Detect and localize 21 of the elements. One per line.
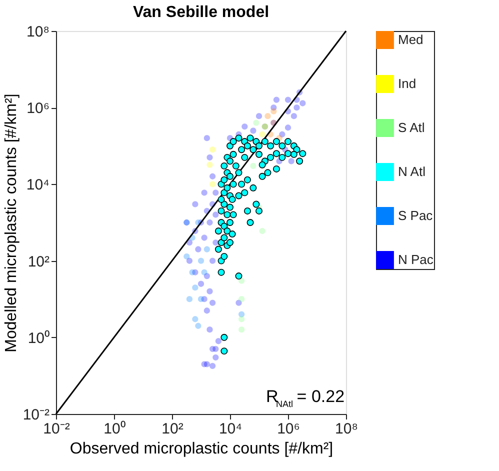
y-tick-label: 10² xyxy=(28,253,50,270)
y-tick-label: 10⁰ xyxy=(28,330,50,347)
legend-label: Ind xyxy=(398,76,416,91)
x-axis-title: Observed microplastic counts [#/km²] xyxy=(70,440,334,458)
x-tick-label: 10⁻² xyxy=(43,420,70,438)
legend-label: Med xyxy=(398,32,424,47)
y-axis-title: Modelled microplastic counts [#/km²] xyxy=(2,94,20,352)
chart-title: Van Sebille model xyxy=(132,4,270,21)
x-tick-label: 10⁰ xyxy=(104,420,126,438)
legend-label: N Atl xyxy=(398,164,426,179)
x-tick-label: 10⁶ xyxy=(277,420,300,438)
legend-label: S Atl xyxy=(398,120,425,135)
y-tick-label: 10⁸ xyxy=(26,24,50,40)
y-tick-label: 10⁻² xyxy=(22,406,50,424)
legend-label: N Pac xyxy=(398,252,434,267)
y-tick-label: 10⁶ xyxy=(26,100,50,118)
x-tick-label: 10² xyxy=(162,420,184,438)
x-tick-label: 10⁸ xyxy=(334,420,358,438)
x-tick-label: 10⁴ xyxy=(218,420,242,438)
y-tick-label: 10⁴ xyxy=(26,176,50,194)
legend-label: S Pac xyxy=(398,208,434,223)
